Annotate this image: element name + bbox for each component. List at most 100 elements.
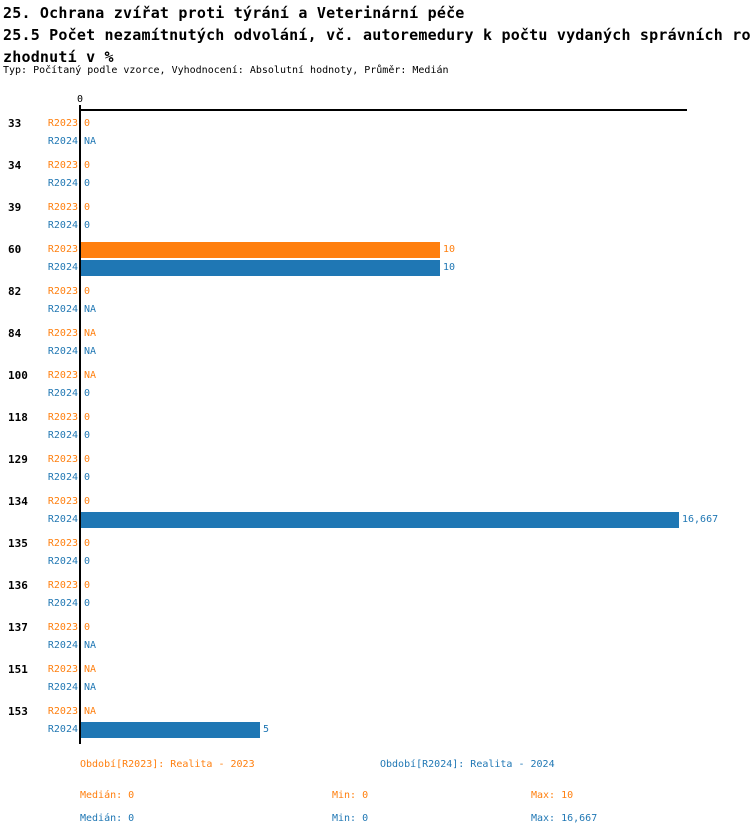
chart-row: 134 R2023 0 xyxy=(0,493,750,511)
bar-area: 0 xyxy=(81,283,750,301)
chart-row: 135 R2023 0 xyxy=(0,535,750,553)
category-label: 137 xyxy=(8,621,28,634)
value-label: 0 xyxy=(84,538,91,549)
value-label: 0 xyxy=(84,220,91,231)
bar-area: 0 xyxy=(81,199,750,217)
chart-row: 118 R2023 0 xyxy=(0,409,750,427)
series-label-r2024: R2024 xyxy=(47,724,78,735)
bar-r2024 xyxy=(81,722,260,738)
value-label: 10 xyxy=(443,244,456,255)
category-label: 153 xyxy=(8,705,28,718)
category-label: 136 xyxy=(8,579,28,592)
series-label-r2024: R2024 xyxy=(47,346,78,357)
chart-row: 137 R2023 0 xyxy=(0,619,750,637)
chart-title-line2: 25.5 Počet nezamítnutých odvolání, vč. a… xyxy=(3,26,750,44)
series-label-r2024: R2024 xyxy=(47,388,78,399)
value-label: 0 xyxy=(84,388,91,399)
category-label xyxy=(0,637,40,655)
series-label-r2024: R2024 xyxy=(47,640,78,651)
value-label: 0 xyxy=(84,286,91,297)
chart-row: R2024 0 xyxy=(0,469,750,487)
series-label-r2023: R2023 xyxy=(47,580,78,591)
chart-row: 60 R2023 10 xyxy=(0,241,750,259)
bar-area: NA xyxy=(81,343,750,361)
category-label xyxy=(0,721,40,739)
series-label-r2023: R2023 xyxy=(47,118,78,129)
value-label: NA xyxy=(84,328,97,339)
chart-row: 100 R2023 NA xyxy=(0,367,750,385)
stat-min-r2023: Min: 0 xyxy=(332,790,369,801)
value-label: NA xyxy=(84,370,97,381)
series-label-r2023: R2023 xyxy=(47,622,78,633)
chart-row: R2024 0 xyxy=(0,427,750,445)
chart-row: R2024 NA xyxy=(0,133,750,151)
series-label-r2024: R2024 xyxy=(47,598,78,609)
chart-row: R2024 NA xyxy=(0,637,750,655)
value-label: 0 xyxy=(84,556,91,567)
bar-area: 5 xyxy=(81,721,750,739)
bar-area: 0 xyxy=(81,385,750,403)
value-label: 0 xyxy=(84,118,91,129)
chart-title-line1: 25. Ochrana zvířat proti týrání a Veteri… xyxy=(3,4,465,22)
series-label-r2023: R2023 xyxy=(47,664,78,675)
value-label: 0 xyxy=(84,472,91,483)
bar-area: 0 xyxy=(81,619,750,637)
chart-row: 84 R2023 NA xyxy=(0,325,750,343)
bar-area: 0 xyxy=(81,217,750,235)
bar-r2024 xyxy=(81,260,440,276)
bar-r2024 xyxy=(81,512,679,528)
axis-line-vertical xyxy=(79,105,81,744)
stat-median-r2023: Medián: 0 xyxy=(80,790,135,801)
bar-area: 0 xyxy=(81,115,750,133)
series-label-r2024: R2024 xyxy=(47,262,78,273)
chart-title-line3: zhodnutí v % xyxy=(3,48,114,66)
series-label-r2023: R2023 xyxy=(47,370,78,381)
chart-row: R2024 0 xyxy=(0,553,750,571)
bar-area: 0 xyxy=(81,175,750,193)
bar-area: NA xyxy=(81,133,750,151)
chart-row: 153 R2023 NA xyxy=(0,703,750,721)
chart-row: R2024 NA xyxy=(0,301,750,319)
series-label-r2023: R2023 xyxy=(47,328,78,339)
category-label xyxy=(0,133,40,151)
legend-r2024: Období[R2024]: Realita - 2024 xyxy=(380,759,555,770)
category-label xyxy=(0,469,40,487)
legend-r2023: Období[R2023]: Realita - 2023 xyxy=(80,759,255,770)
series-label-r2024: R2024 xyxy=(47,136,78,147)
stat-median-r2024: Medián: 0 xyxy=(80,813,135,824)
chart-row: 136 R2023 0 xyxy=(0,577,750,595)
series-label-r2023: R2023 xyxy=(47,454,78,465)
chart-row: 82 R2023 0 xyxy=(0,283,750,301)
chart-row: R2024 16,667 xyxy=(0,511,750,529)
series-label-r2024: R2024 xyxy=(47,220,78,231)
value-label: NA xyxy=(84,682,97,693)
category-label xyxy=(0,217,40,235)
stat-max-r2024: Max: 16,667 xyxy=(531,813,598,824)
category-label xyxy=(0,511,40,529)
bar-area: 0 xyxy=(81,577,750,595)
series-label-r2024: R2024 xyxy=(47,556,78,567)
bar-area: 0 xyxy=(81,409,750,427)
category-label: 60 xyxy=(8,243,22,256)
bar-area: 0 xyxy=(81,535,750,553)
chart-row: R2024 NA xyxy=(0,343,750,361)
value-label: NA xyxy=(84,304,97,315)
bar-area: 16,667 xyxy=(81,511,750,529)
category-label: 134 xyxy=(8,495,28,508)
value-label: 16,667 xyxy=(682,514,719,525)
value-label: 0 xyxy=(84,412,91,423)
category-label: 84 xyxy=(8,327,22,340)
bar-area: 0 xyxy=(81,157,750,175)
value-label: 0 xyxy=(84,430,91,441)
value-label: 0 xyxy=(84,160,91,171)
chart-row: R2024 0 xyxy=(0,595,750,613)
chart-row: R2024 5 xyxy=(0,721,750,739)
chart-row: 129 R2023 0 xyxy=(0,451,750,469)
series-label-r2023: R2023 xyxy=(47,538,78,549)
value-label: 0 xyxy=(84,622,91,633)
bar-area: 0 xyxy=(81,427,750,445)
chart-row: 39 R2023 0 xyxy=(0,199,750,217)
stat-min-r2024: Min: 0 xyxy=(332,813,369,824)
category-label xyxy=(0,427,40,445)
category-label xyxy=(0,175,40,193)
